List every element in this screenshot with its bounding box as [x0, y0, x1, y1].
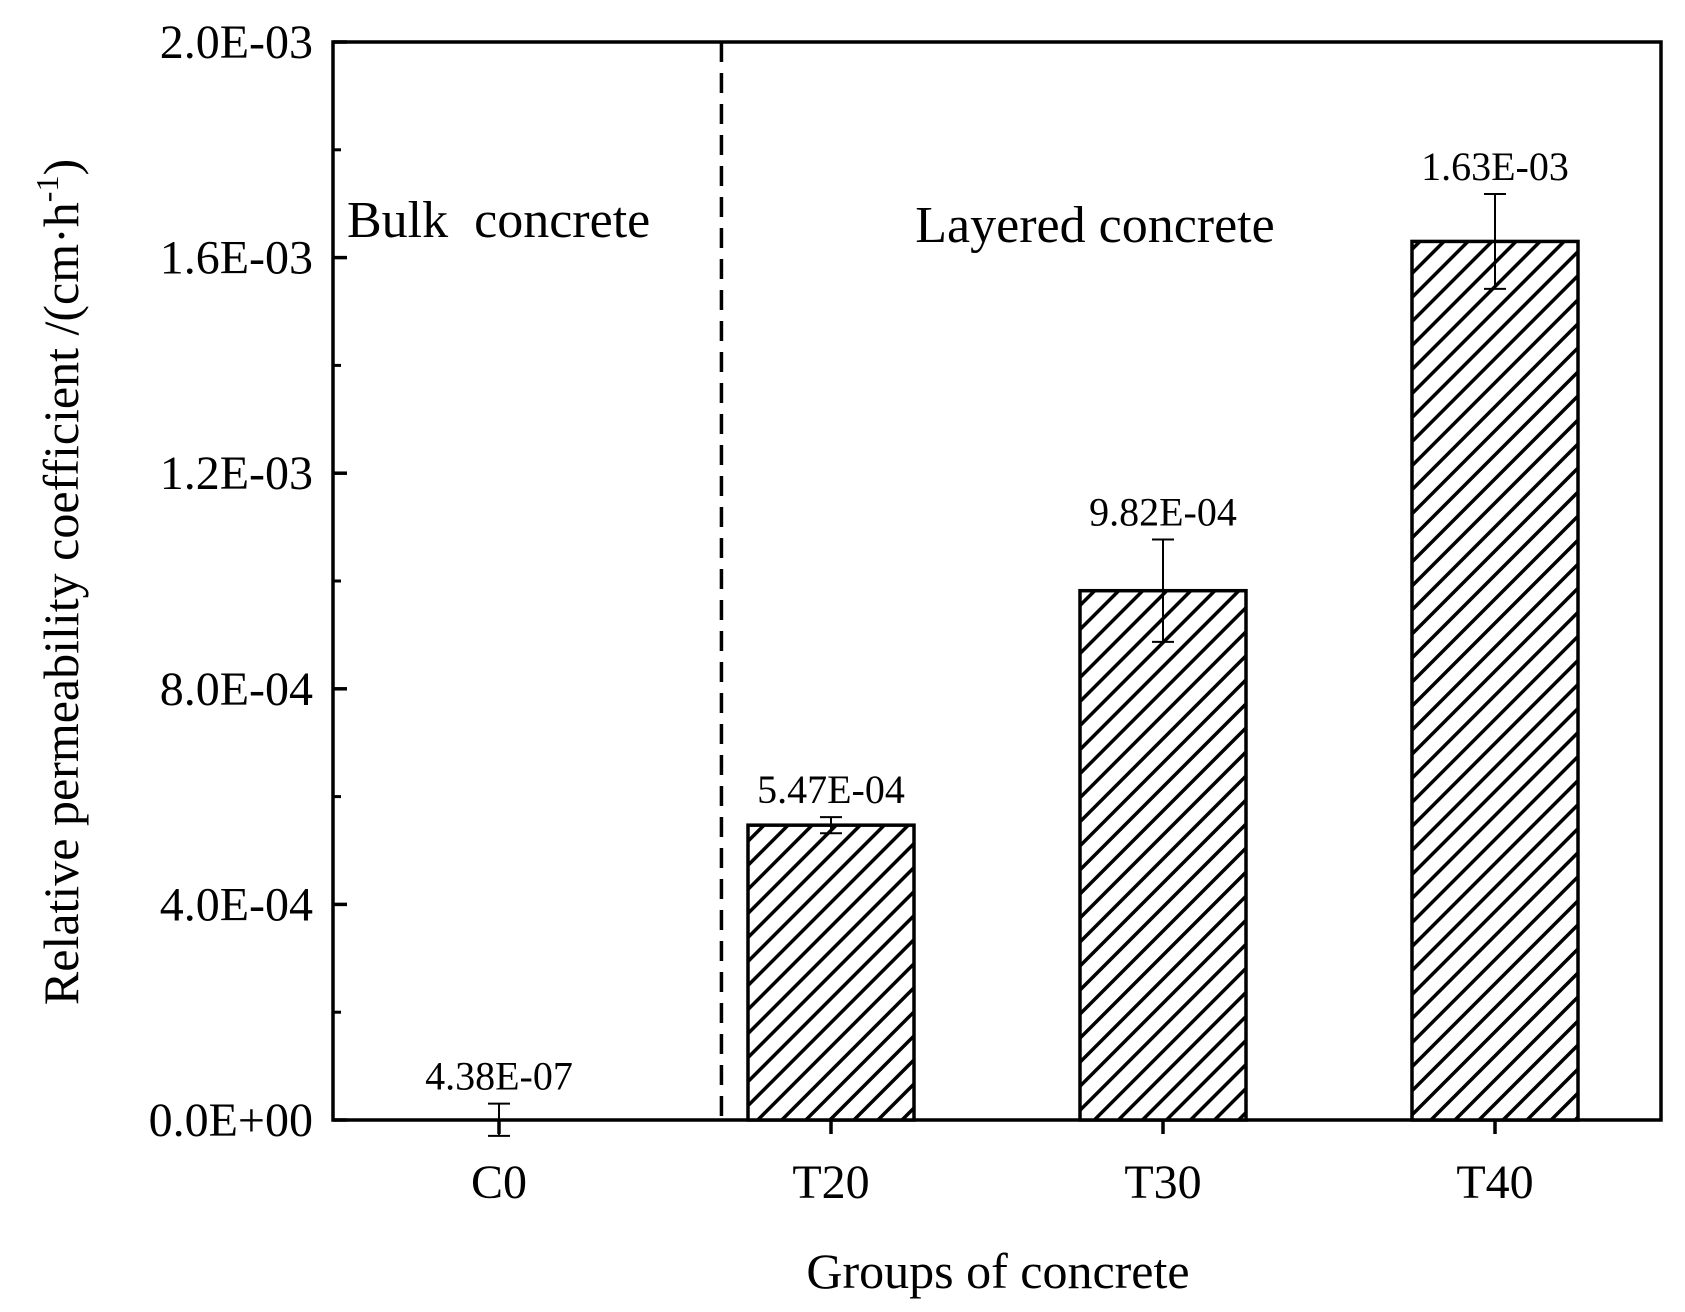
- y-tick-label: 1.6E-03: [160, 232, 313, 285]
- bulk-concrete-label: Bulk concrete: [347, 192, 650, 249]
- layered-concrete-label: Layered concrete: [915, 197, 1274, 254]
- bar: [1078, 588, 1248, 1122]
- y-tick-label: 1.2E-03: [160, 447, 313, 500]
- data-label: 1.63E-03: [1421, 144, 1569, 189]
- data-label: 4.38E-07: [425, 1054, 573, 1099]
- bar-series: 4.38E-07 5.47E-04 9.82E-04 1.63E-03: [425, 144, 1580, 1137]
- x-tick-label: T40: [1456, 1156, 1533, 1209]
- x-axis: C0 T20 T30 T40: [471, 1120, 1534, 1209]
- x-tick-label: T20: [792, 1156, 869, 1209]
- error-bar: [820, 816, 842, 835]
- y-tick-label: 2.0E-03: [160, 16, 313, 69]
- error-bar: [1152, 538, 1174, 643]
- y-axis-title-main: Relative permeability coefficient /(cm·h: [33, 202, 89, 1005]
- y-tick-label: 4.0E-04: [160, 878, 313, 931]
- x-tick-label: T30: [1124, 1156, 1201, 1209]
- y-tick-label: 8.0E-04: [160, 663, 313, 716]
- y-axis-title-superscript: -1: [29, 176, 65, 203]
- y-axis: 0.0E+00 4.0E-04 8.0E-04 1.2E-03 1.6E-03 2.0E-…: [149, 16, 347, 1147]
- error-bar: [1484, 192, 1506, 290]
- x-axis-title: Groups of concrete: [806, 1243, 1189, 1299]
- error-bar: [488, 1102, 510, 1137]
- data-label: 9.82E-04: [1089, 489, 1237, 534]
- y-tick-label: 0.0E+00: [149, 1094, 313, 1147]
- y-axis-title-close: ): [33, 159, 89, 176]
- y-axis-title: Relative permeability coefficient /(cm·h…: [29, 159, 89, 1005]
- bar: [1410, 239, 1580, 1122]
- data-label: 5.47E-04: [757, 767, 905, 812]
- x-tick-label: C0: [471, 1156, 527, 1209]
- bar: [746, 823, 916, 1122]
